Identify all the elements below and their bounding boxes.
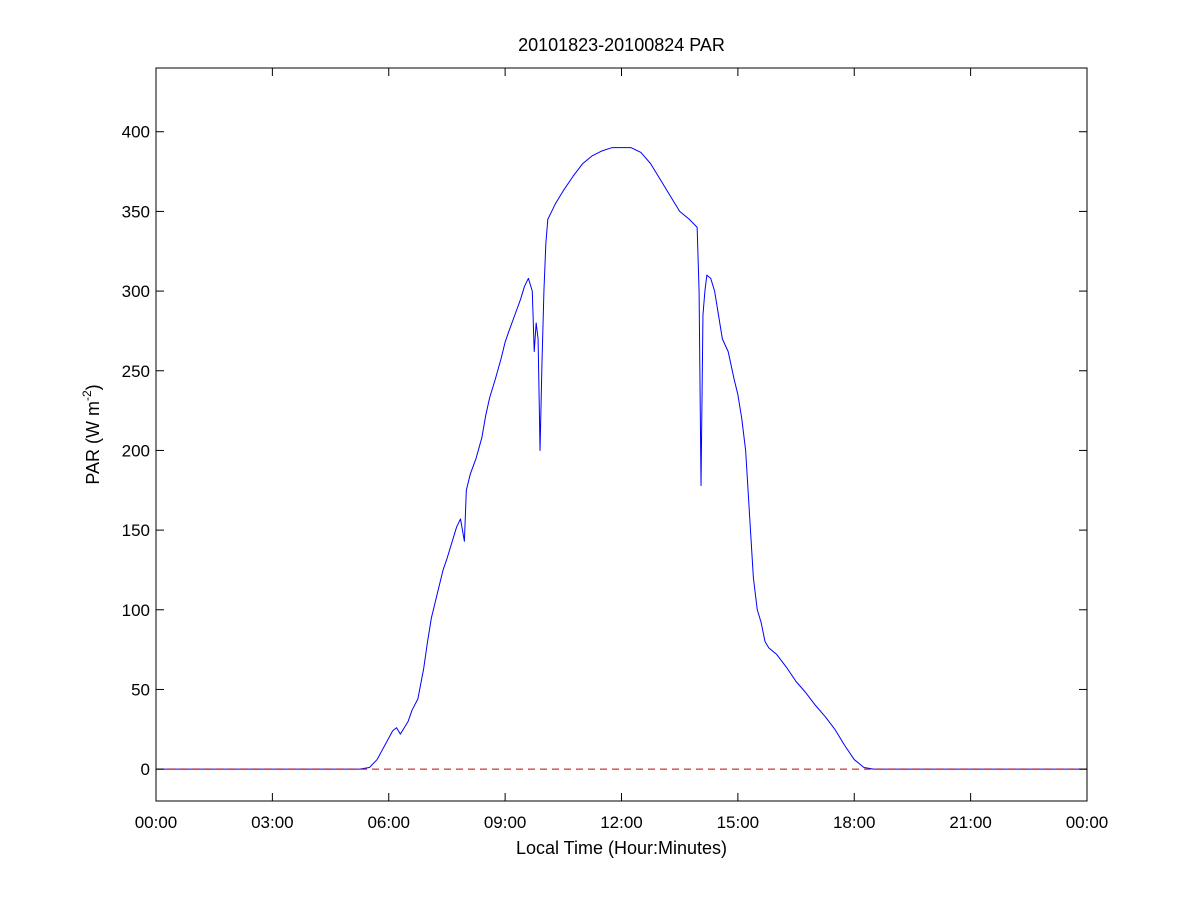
y-axis: 0 50 100 150 200 250 300 350 400	[122, 123, 1087, 779]
y-axis-label: PAR (W m-2)	[80, 384, 103, 484]
y-tick-label: 50	[131, 680, 150, 699]
series-layer	[156, 147, 1087, 770]
x-tick-label: 21:00	[949, 813, 992, 832]
y-tick-label: 0	[141, 760, 150, 779]
y-tick-label: 200	[122, 441, 150, 460]
y-tick-label: 300	[122, 282, 150, 301]
y-axis-label-main: PAR (W m	[83, 401, 103, 485]
x-tick-label: 00:00	[135, 813, 178, 832]
x-tick-label: 09:00	[484, 813, 527, 832]
x-tick-label: 12:00	[600, 813, 643, 832]
x-tick-label: 15:00	[717, 813, 760, 832]
x-tick-label: 18:00	[833, 813, 876, 832]
x-axis-label: Local Time (Hour:Minutes)	[516, 838, 727, 858]
y-tick-label: 350	[122, 202, 150, 221]
x-tick-label: 03:00	[251, 813, 294, 832]
y-tick-label: 250	[122, 362, 150, 381]
x-tick-label: 06:00	[367, 813, 410, 832]
x-axis: 00:00 03:00 06:00 09:00 12:00 15:00 18:00 21:00…	[135, 68, 1109, 832]
x-tick-label: 00:00	[1066, 813, 1109, 832]
par-series-line	[156, 147, 1087, 770]
plot-area	[156, 68, 1087, 801]
y-tick-label: 100	[122, 601, 150, 620]
y-axis-label-superscript: -2	[80, 390, 94, 401]
y-axis-label-suffix: )	[83, 384, 103, 390]
chart-title: 20101823-20100824 PAR	[518, 35, 725, 55]
y-tick-label: 400	[122, 123, 150, 142]
y-tick-label: 150	[122, 521, 150, 540]
